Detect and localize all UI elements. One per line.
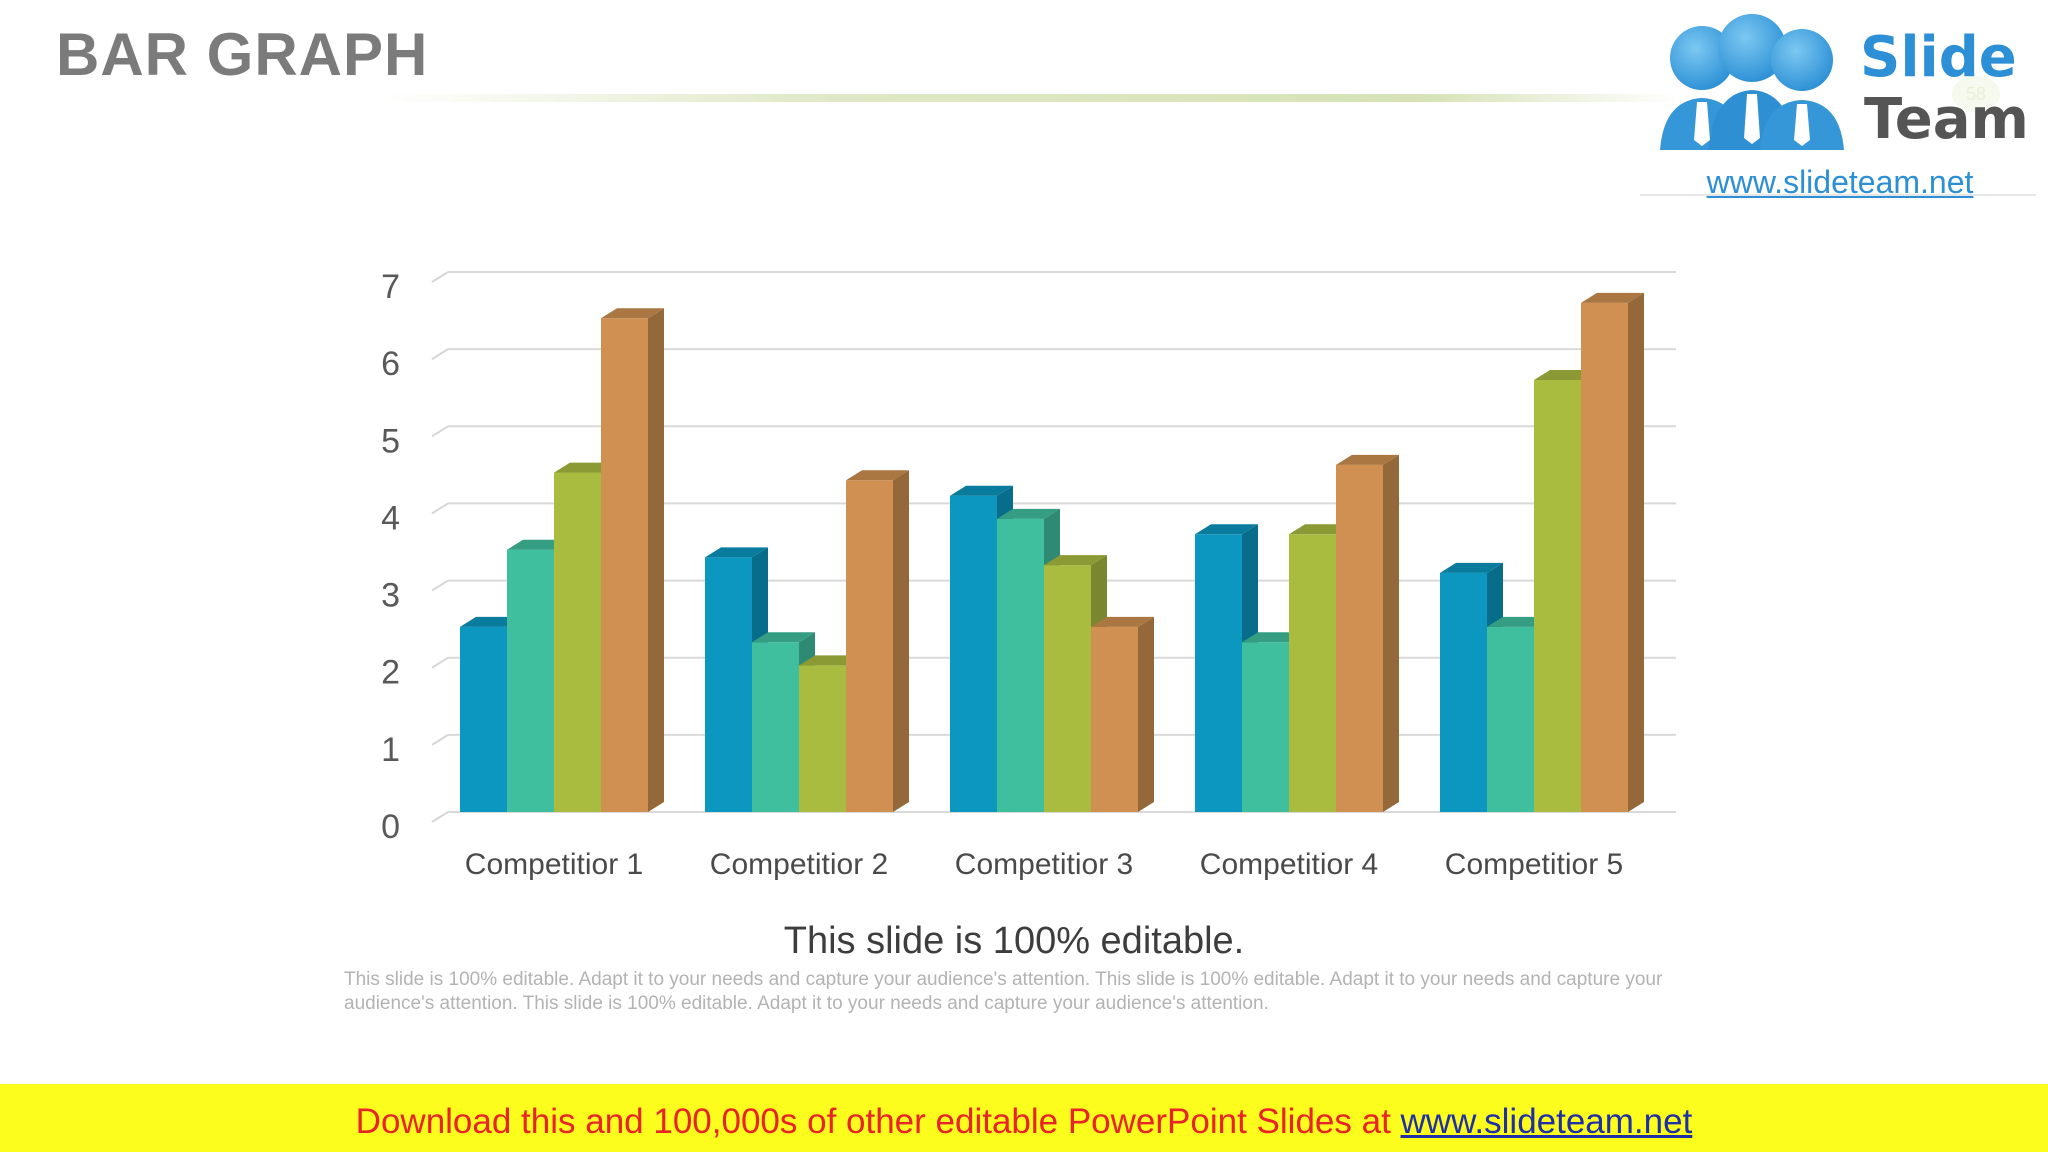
title-underline: [380, 94, 1680, 102]
banner-link[interactable]: www.slideteam.net: [1400, 1102, 1693, 1141]
bar-top: [1044, 555, 1107, 566]
gridline-depth: [431, 656, 449, 669]
bar-front: [1044, 565, 1091, 812]
bar-front: [1091, 626, 1138, 812]
slideteam-logo[interactable]: Slide Team: [1640, 8, 2036, 196]
bar-front: [997, 518, 1044, 812]
bar-front: [1487, 626, 1534, 812]
bar-side: [893, 470, 909, 812]
bar-top: [950, 485, 1013, 496]
bar-top: [1091, 616, 1154, 627]
gridline-depth: [431, 734, 449, 746]
bar-front: [1195, 534, 1242, 812]
page-number: 58: [1952, 76, 2000, 112]
y-tick-label: 6: [381, 345, 400, 383]
caption-title: This slide is 100% editable.: [783, 920, 1245, 962]
bar-front: [554, 472, 601, 812]
bar-side: [1628, 292, 1644, 812]
y-tick-label: 1: [381, 731, 400, 769]
gridline-depth: [431, 271, 449, 283]
bar-front: [1289, 534, 1336, 812]
bar-top: [1195, 524, 1258, 535]
slide-title: BAR GRAPH: [56, 21, 429, 88]
x-tick-label: Competitior 3: [955, 848, 1133, 881]
chart-bars: [460, 292, 1644, 812]
bar-top: [752, 632, 815, 643]
chart-y-ticks: 0 1 2 3 4 5 6 7: [381, 268, 400, 846]
y-tick-label: 0: [381, 808, 400, 846]
bar: [601, 308, 664, 812]
bar: [705, 547, 768, 812]
team-people-icon: [1660, 14, 1844, 150]
bar-top: [997, 508, 1060, 519]
download-banner-text: Download this and 100,000s of other edit…: [0, 1102, 2048, 1142]
logo-word-slide: Slide: [1860, 25, 2017, 90]
x-tick-label: Competitior 1: [465, 848, 643, 881]
bar-side: [1138, 616, 1154, 812]
bar-top: [846, 470, 909, 481]
y-tick-label: 5: [381, 422, 400, 460]
y-tick-label: 2: [381, 654, 400, 692]
bar-front: [846, 480, 893, 812]
banner-message: Download this and 100,000s of other edit…: [355, 1102, 1401, 1141]
y-tick-label: 4: [381, 499, 400, 537]
bar-front: [507, 549, 554, 812]
bar-top: [601, 308, 664, 319]
bar-front: [1336, 464, 1383, 812]
bar-top: [705, 547, 768, 558]
gridline-depth: [431, 425, 449, 438]
bar: [1091, 616, 1154, 812]
bar-front: [1581, 302, 1628, 812]
bar: [846, 470, 909, 812]
download-banner: [0, 1084, 2048, 1152]
bar-front: [460, 626, 507, 812]
gridline-depth: [431, 811, 449, 823]
bar-top: [1581, 292, 1644, 303]
chart-x-ticks: Competitior 1 Competitior 2 Competitior 3 C…: [465, 848, 1623, 881]
bar-front: [950, 495, 997, 812]
bar-front: [799, 665, 846, 812]
bar-side: [648, 308, 664, 812]
bar-front: [1242, 642, 1289, 812]
y-tick-label: 7: [381, 268, 400, 306]
gridline-depth: [431, 348, 449, 360]
gridline-depth: [431, 579, 449, 592]
bar-top: [1440, 562, 1503, 573]
logo-divider: [1640, 194, 2036, 196]
bar: [1336, 454, 1399, 812]
bar-side: [1383, 454, 1399, 812]
caption-body: This slide is 100% editable. Adapt it to…: [344, 969, 1663, 1014]
bar: [1581, 292, 1644, 812]
logo-word-team: Team: [1864, 87, 2029, 152]
gridline-depth: [431, 502, 449, 515]
bar-front: [752, 642, 799, 812]
x-tick-label: Competitior 2: [710, 848, 888, 881]
bar-top: [1336, 454, 1399, 465]
bar-front: [601, 318, 648, 812]
x-tick-label: Competitior 4: [1200, 848, 1378, 881]
x-tick-label: Competitior 5: [1445, 848, 1623, 881]
bar-front: [705, 557, 752, 812]
bar-front: [1440, 572, 1487, 812]
bar-front: [1534, 380, 1581, 812]
y-tick-label: 3: [381, 577, 400, 615]
